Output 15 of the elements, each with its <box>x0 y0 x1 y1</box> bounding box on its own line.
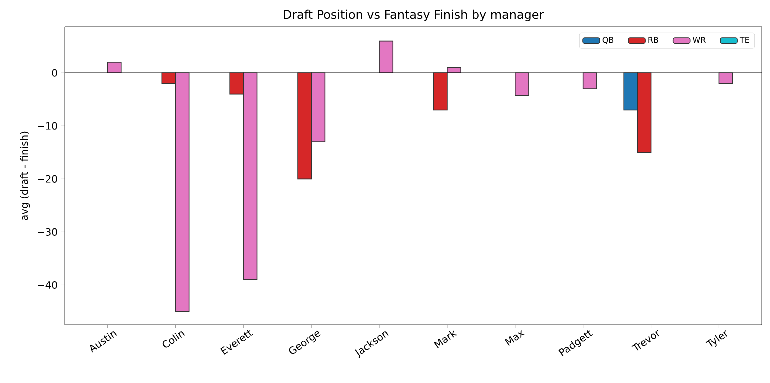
bar <box>515 72 530 96</box>
x-tick-label: Max <box>505 330 525 346</box>
chart-title: Draft Position vs Fantasy Finish by manager <box>284 10 544 22</box>
y-tick-label: 0 <box>52 69 58 77</box>
bar <box>718 72 734 84</box>
bar <box>107 62 122 74</box>
bar <box>379 40 394 74</box>
bar <box>582 72 598 90</box>
x-tick-label: Colin <box>162 332 186 348</box>
y-axis-title: avg (draft - finish) <box>20 132 30 220</box>
y-tick-label: −10 <box>38 122 58 130</box>
x-tick-label: Tyler <box>706 330 728 348</box>
y-tick-label: −30 <box>38 228 58 236</box>
y-tick-label: −20 <box>38 175 58 183</box>
y-tick-label: −40 <box>38 281 58 289</box>
